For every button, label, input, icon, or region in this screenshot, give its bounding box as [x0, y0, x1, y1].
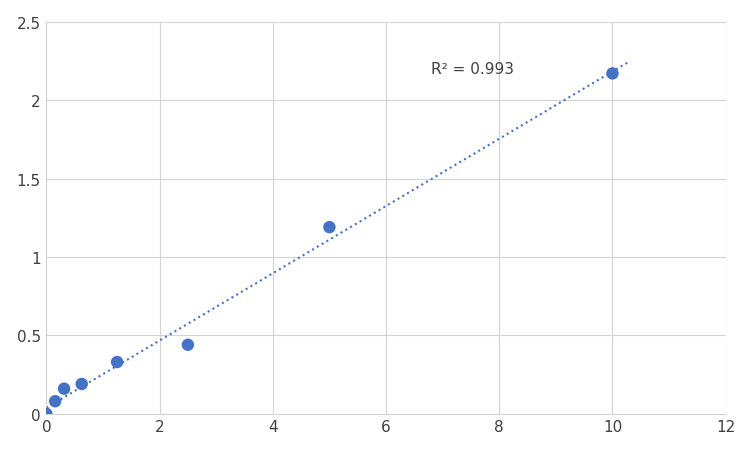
Point: [606, 71, 618, 78]
Point: [76, 381, 88, 388]
Point: [58, 385, 70, 392]
Point: [49, 398, 61, 405]
Point: [182, 341, 194, 349]
Text: R² = 0.993: R² = 0.993: [432, 62, 514, 77]
Point: [323, 224, 335, 231]
Point: [41, 410, 53, 418]
Point: [111, 359, 123, 366]
